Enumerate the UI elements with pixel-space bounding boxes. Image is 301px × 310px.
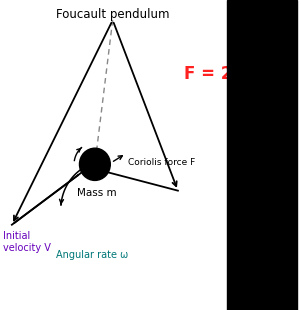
Text: F = 2mVω: F = 2mVω xyxy=(184,65,277,83)
Text: Mass m: Mass m xyxy=(76,188,116,198)
Circle shape xyxy=(79,148,110,180)
Text: Foucault pendulum: Foucault pendulum xyxy=(56,8,169,21)
Text: Angular rate ω: Angular rate ω xyxy=(56,250,129,259)
Text: Coriolis force F: Coriolis force F xyxy=(128,158,195,167)
Text: Initial
velocity V: Initial velocity V xyxy=(3,231,51,253)
Bar xyxy=(227,0,296,310)
